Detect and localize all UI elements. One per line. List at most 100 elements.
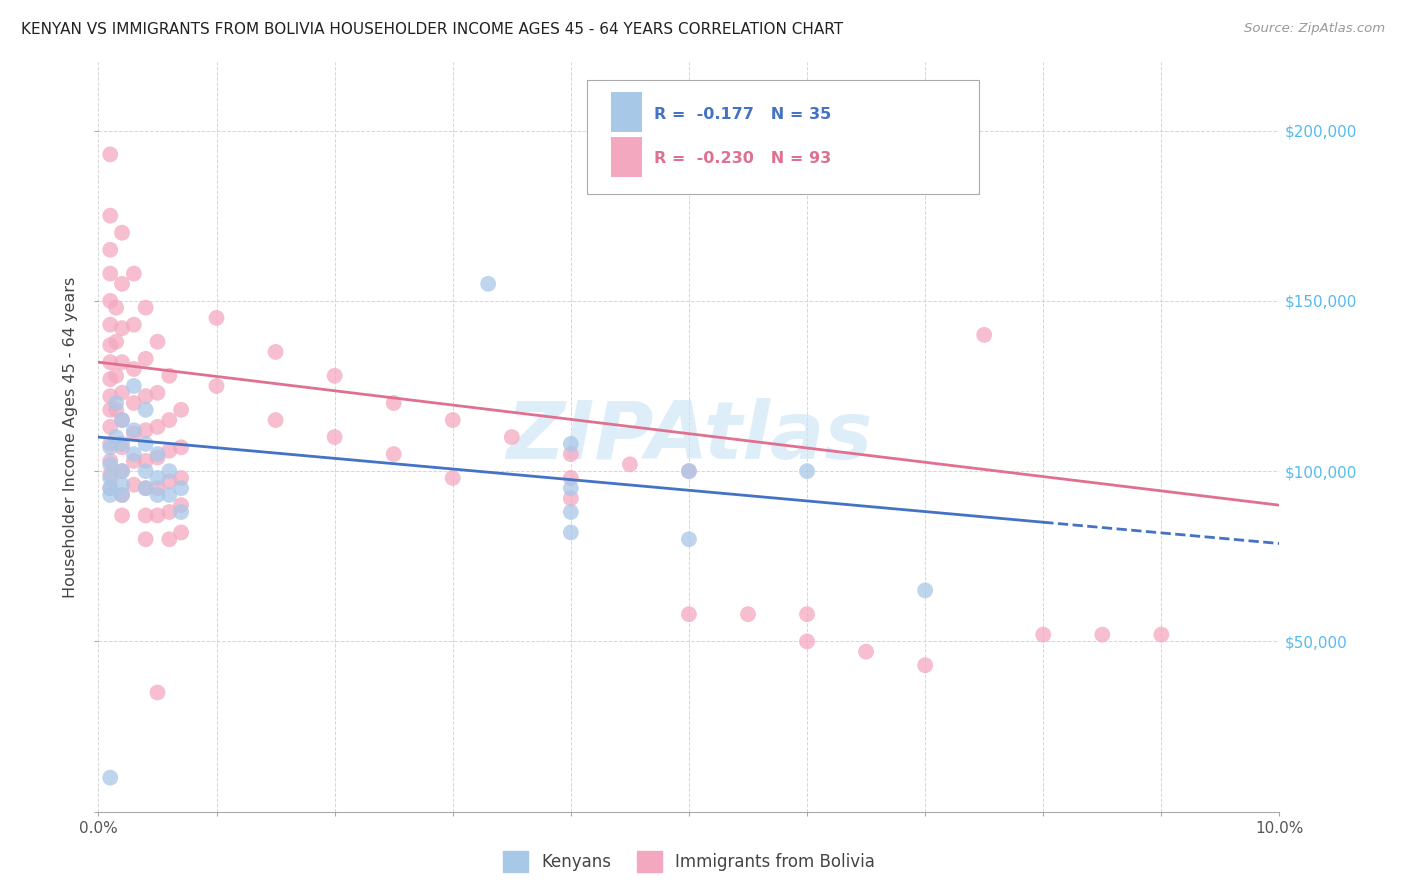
Point <box>170 471 193 485</box>
Point <box>157 533 180 547</box>
Point <box>105 301 128 315</box>
Point <box>122 362 145 376</box>
Point <box>323 430 346 444</box>
Point <box>973 327 995 342</box>
Point <box>678 533 700 547</box>
Point <box>135 481 157 495</box>
Point <box>560 437 582 451</box>
Point <box>146 685 169 699</box>
Point <box>98 293 121 308</box>
Point <box>105 396 128 410</box>
Point <box>122 447 145 461</box>
Point <box>146 481 169 495</box>
Text: Source: ZipAtlas.com: Source: ZipAtlas.com <box>1244 22 1385 36</box>
Point <box>135 481 157 495</box>
Point <box>205 379 228 393</box>
Point <box>170 481 193 495</box>
Point <box>98 243 121 257</box>
Point <box>98 389 121 403</box>
Point <box>855 645 877 659</box>
Point <box>111 508 134 523</box>
Point <box>560 491 582 506</box>
Legend: Kenyans, Immigrants from Bolivia: Kenyans, Immigrants from Bolivia <box>496 845 882 879</box>
Point <box>98 467 121 482</box>
Point <box>264 413 287 427</box>
Point <box>122 426 145 441</box>
Text: R =  -0.177   N = 35: R = -0.177 N = 35 <box>654 107 831 122</box>
Point <box>98 458 121 472</box>
Point <box>111 488 134 502</box>
Point <box>796 464 818 478</box>
Text: ZIPAtlas: ZIPAtlas <box>506 398 872 476</box>
Point <box>98 402 121 417</box>
Point <box>111 413 134 427</box>
Point <box>477 277 499 291</box>
Point <box>157 413 180 427</box>
Point <box>678 607 700 622</box>
Point <box>560 481 582 495</box>
Point <box>1150 627 1173 641</box>
Point <box>678 464 700 478</box>
Point <box>111 321 134 335</box>
Point <box>111 226 134 240</box>
Point <box>146 447 169 461</box>
Point <box>170 498 193 512</box>
Point <box>914 583 936 598</box>
Point <box>382 396 405 410</box>
Point <box>135 533 157 547</box>
Point <box>122 396 145 410</box>
Point <box>105 402 128 417</box>
Point <box>146 385 169 400</box>
Point <box>146 488 169 502</box>
Point <box>914 658 936 673</box>
Point <box>146 471 169 485</box>
Point <box>98 147 121 161</box>
Point <box>111 385 134 400</box>
Point <box>135 301 157 315</box>
Point <box>135 437 157 451</box>
Point <box>105 334 128 349</box>
Point <box>264 345 287 359</box>
Point <box>560 525 582 540</box>
Point <box>98 440 121 454</box>
Point <box>98 318 121 332</box>
Point <box>135 423 157 437</box>
Point <box>796 607 818 622</box>
Point <box>105 368 128 383</box>
Point <box>1091 627 1114 641</box>
Point <box>501 430 523 444</box>
Point <box>157 475 180 489</box>
Point <box>157 464 180 478</box>
Point <box>111 477 134 491</box>
Point <box>135 402 157 417</box>
Point <box>619 458 641 472</box>
Point <box>796 634 818 648</box>
Point <box>122 423 145 437</box>
Point <box>122 318 145 332</box>
Point <box>170 525 193 540</box>
Point <box>441 413 464 427</box>
Point <box>135 389 157 403</box>
Point <box>111 440 134 454</box>
Point <box>98 471 121 485</box>
Point <box>98 420 121 434</box>
Point <box>146 508 169 523</box>
Point <box>135 508 157 523</box>
Point <box>111 413 134 427</box>
Point <box>98 771 121 785</box>
Point <box>98 355 121 369</box>
Point <box>122 267 145 281</box>
Point <box>170 402 193 417</box>
Point <box>170 440 193 454</box>
Point <box>98 481 121 495</box>
Point <box>560 505 582 519</box>
Point <box>98 488 121 502</box>
Point <box>98 267 121 281</box>
Point <box>122 379 145 393</box>
Point <box>135 464 157 478</box>
Point <box>122 477 145 491</box>
Point <box>560 471 582 485</box>
Point <box>111 464 134 478</box>
Point <box>678 464 700 478</box>
Point <box>737 607 759 622</box>
